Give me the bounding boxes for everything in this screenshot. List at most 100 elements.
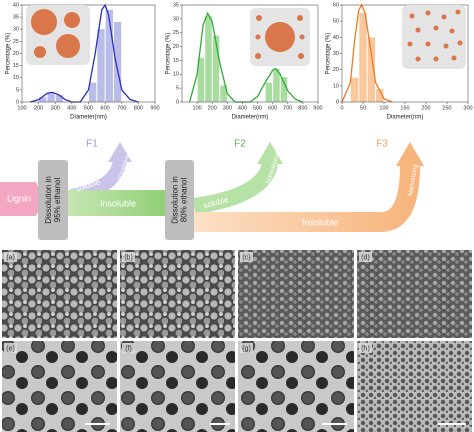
- y-tick-label: 5: [16, 87, 19, 93]
- y-tick-label: 25: [13, 39, 19, 45]
- x-tick-label: 300: [223, 105, 232, 111]
- y-tick-label: 10: [13, 75, 19, 81]
- panel-label: (g): [242, 345, 251, 352]
- panel-label: (h): [361, 345, 370, 352]
- x-tick-label: 300: [51, 105, 60, 111]
- sem-image: [120, 250, 235, 338]
- tem-image: [357, 341, 472, 432]
- insoluble-label: Insoluble: [100, 198, 136, 208]
- y-tick-label: 40: [333, 35, 339, 41]
- step2-label: Dissolution in80% ethanol: [171, 176, 189, 224]
- y-tick-label: 20: [333, 67, 339, 73]
- histogram-bar: [89, 82, 97, 102]
- inset-f2: [250, 8, 310, 66]
- y-tick-label: 20: [173, 44, 179, 50]
- y-tick-label: 30: [333, 51, 339, 57]
- histogram-bar: [359, 13, 367, 102]
- histogram-bar: [376, 89, 384, 102]
- histogram-bar: [205, 16, 212, 102]
- histogram-bar: [367, 37, 376, 103]
- y-axis-label: Percentage (%): [326, 33, 332, 75]
- step1-label: Dissolution in95% ethanol: [44, 176, 62, 224]
- y-axis-label: Percentage (%): [166, 33, 172, 75]
- x-tick-label: 100: [17, 105, 26, 111]
- x-tick-label: 900: [150, 105, 159, 111]
- x-tick-label: 0: [340, 105, 343, 111]
- panel-label: (c): [242, 254, 250, 261]
- sem-image: [357, 250, 472, 338]
- fraction-label: F3: [376, 139, 388, 150]
- y-tick-label: 15: [13, 63, 19, 69]
- y-tick-label: 0: [16, 99, 19, 105]
- y-tick-label: 0: [176, 99, 179, 105]
- x-tick-label: 600: [101, 105, 110, 111]
- x-tick-label: 100: [379, 105, 388, 111]
- insoluble-band-2: [194, 164, 420, 232]
- flow-diagram: Lignin Dissolution in95% ethanol Dissolu…: [0, 139, 424, 240]
- panel-label: (e): [6, 345, 15, 352]
- x-tick-label: 250: [442, 105, 451, 111]
- insoluble-band-1: [68, 190, 168, 216]
- histogram-bar: [350, 77, 359, 102]
- panel-label-bg: [4, 343, 17, 353]
- y-tick-label: 30: [173, 16, 179, 22]
- x-axis-label: Diameter(nm): [232, 115, 269, 121]
- histogram-bar: [273, 68, 280, 102]
- plot-frame: [181, 4, 319, 103]
- panel-label: (f): [125, 345, 132, 352]
- f3-arrowhead: [396, 142, 424, 166]
- dissolution-box-1: [38, 160, 68, 240]
- step2-line: Dissolution in: [171, 176, 180, 224]
- x-tick-label: 700: [283, 105, 292, 111]
- histogram-bar: [113, 21, 122, 103]
- x-tick-label: 700: [117, 105, 126, 111]
- panel-label-bg: [359, 252, 372, 262]
- source-label: Lignin: [7, 193, 31, 203]
- y-tick-label: 30: [13, 27, 19, 33]
- histogram-bar: [212, 35, 220, 102]
- x-tick-label: 800: [298, 105, 307, 111]
- y-tick-label: 20: [13, 51, 19, 57]
- x-axis-label: Diameter(nm): [70, 115, 107, 121]
- histogram-bar: [55, 94, 64, 102]
- sem-image: [238, 250, 354, 338]
- tem-image: [238, 341, 354, 432]
- step2-line: 80% ethanol: [180, 178, 189, 223]
- charts: 100 200 300 400 500 600 700 800 9000510152025303…: [6, 2, 473, 120]
- panel-label: (a): [6, 254, 15, 261]
- panel-labels: (a) (b) (c) (d) (e) (f) (g) (h): [4, 252, 372, 353]
- y-tick-label: 15: [173, 58, 179, 64]
- y-tick-label: 10: [333, 83, 339, 89]
- insoluble-label: Insoluble: [302, 217, 338, 227]
- panel-label-bg: [122, 343, 135, 353]
- x-tick-label: 50: [360, 105, 366, 111]
- tem-image: [2, 341, 117, 432]
- panel-label: (d): [361, 254, 370, 261]
- y-tick-label: 35: [13, 15, 19, 21]
- inset-f3: [402, 5, 466, 69]
- y-axis-label: Percentage (%): [6, 33, 12, 75]
- x-tick-label: 200: [208, 105, 217, 111]
- f2-arrow: [192, 160, 278, 214]
- panel-label: (b): [124, 254, 133, 261]
- lignin-arrow: [0, 182, 44, 216]
- x-tick-label: 100: [193, 105, 202, 111]
- tem-image: [120, 341, 235, 432]
- histogram-bar: [197, 57, 205, 102]
- x-tick-label: 400: [67, 105, 76, 111]
- y-tick-label: 10: [173, 72, 179, 78]
- x-tick-label: 300: [463, 105, 472, 111]
- x-tick-label: 400: [238, 105, 247, 111]
- histogram-bar: [39, 97, 47, 102]
- y-tick-label: 0: [336, 99, 339, 105]
- fraction-label: F2: [234, 139, 246, 150]
- x-tick-label: 500: [84, 105, 93, 111]
- x-tick-label: 200: [421, 105, 430, 111]
- histogram-bar: [220, 85, 227, 102]
- panel-label-bg: [240, 343, 253, 353]
- y-tick-label: 50: [333, 19, 339, 25]
- histogram-bar: [265, 82, 273, 102]
- y-tick-label: 25: [173, 30, 179, 36]
